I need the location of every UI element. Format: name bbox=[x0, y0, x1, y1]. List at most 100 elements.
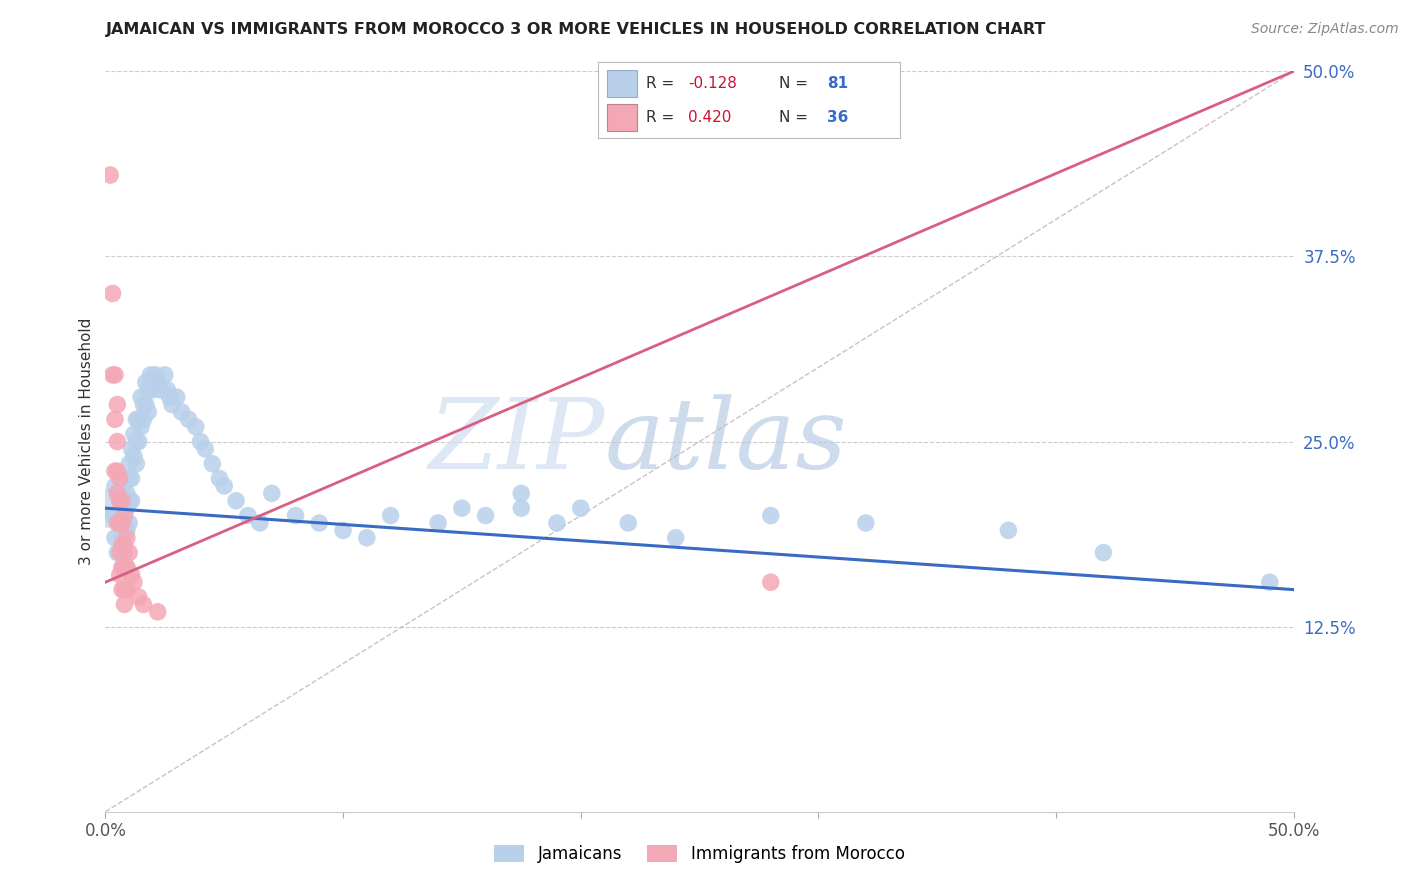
Point bbox=[108, 516, 131, 530]
Point bbox=[142, 383, 165, 397]
Point bbox=[115, 560, 138, 574]
Point bbox=[101, 368, 124, 382]
Point bbox=[115, 560, 138, 574]
Point bbox=[111, 560, 134, 574]
Point bbox=[149, 383, 172, 397]
Point bbox=[665, 531, 688, 545]
Text: JAMAICAN VS IMMIGRANTS FROM MOROCCO 3 OR MORE VEHICLES IN HOUSEHOLD CORRELATION : JAMAICAN VS IMMIGRANTS FROM MOROCCO 3 OR… bbox=[105, 22, 1046, 37]
Bar bbox=[606, 104, 637, 130]
Point bbox=[1092, 546, 1115, 560]
Point bbox=[105, 434, 128, 449]
Point bbox=[105, 397, 128, 411]
Point bbox=[236, 508, 259, 523]
Point bbox=[121, 567, 143, 582]
Point bbox=[617, 516, 640, 530]
Point bbox=[284, 508, 307, 523]
Point bbox=[166, 390, 188, 404]
Point bbox=[104, 368, 127, 382]
Point bbox=[111, 531, 134, 545]
Point bbox=[111, 508, 134, 523]
Point bbox=[855, 516, 877, 530]
Point bbox=[160, 397, 183, 411]
Point bbox=[101, 508, 124, 523]
Point bbox=[170, 405, 193, 419]
Point bbox=[115, 531, 138, 545]
Point bbox=[114, 582, 136, 597]
Point bbox=[128, 590, 150, 604]
Point bbox=[132, 412, 155, 426]
Point bbox=[997, 524, 1019, 538]
Point bbox=[118, 516, 141, 530]
Point bbox=[105, 464, 128, 478]
Point bbox=[108, 493, 131, 508]
Point bbox=[135, 376, 157, 390]
Point bbox=[104, 531, 127, 545]
Legend: Jamaicans, Immigrants from Morocco: Jamaicans, Immigrants from Morocco bbox=[488, 838, 911, 870]
Point bbox=[97, 501, 120, 516]
Point bbox=[194, 442, 217, 456]
Point bbox=[118, 457, 141, 471]
Point bbox=[115, 501, 138, 516]
Point bbox=[105, 516, 128, 530]
Point bbox=[136, 405, 159, 419]
Point bbox=[184, 419, 207, 434]
Point bbox=[115, 524, 138, 538]
Point bbox=[108, 471, 131, 485]
Point bbox=[510, 501, 533, 516]
Point bbox=[122, 427, 145, 442]
Text: 81: 81 bbox=[827, 76, 848, 91]
Text: R =: R = bbox=[645, 111, 679, 125]
Point bbox=[146, 605, 169, 619]
Point bbox=[332, 524, 354, 538]
Point bbox=[108, 516, 131, 530]
Text: -0.128: -0.128 bbox=[689, 76, 737, 91]
Point bbox=[143, 368, 166, 382]
Point bbox=[125, 457, 148, 471]
Y-axis label: 3 or more Vehicles in Household: 3 or more Vehicles in Household bbox=[79, 318, 94, 566]
Point bbox=[128, 412, 150, 426]
Point bbox=[122, 450, 145, 464]
Point bbox=[125, 412, 148, 426]
Text: 36: 36 bbox=[827, 111, 849, 125]
Point bbox=[225, 493, 247, 508]
Point bbox=[104, 479, 127, 493]
Point bbox=[139, 368, 162, 382]
Point bbox=[156, 383, 179, 397]
Point bbox=[159, 390, 181, 404]
Point bbox=[121, 471, 143, 485]
Point bbox=[136, 383, 159, 397]
Point bbox=[146, 376, 169, 390]
Point bbox=[105, 486, 128, 500]
Text: N =: N = bbox=[779, 76, 813, 91]
Point bbox=[111, 493, 134, 508]
Point bbox=[118, 546, 141, 560]
Point bbox=[177, 412, 200, 426]
Point bbox=[129, 390, 152, 404]
Point bbox=[108, 493, 131, 508]
Point bbox=[104, 464, 127, 478]
Point bbox=[115, 486, 138, 500]
Text: ZIP: ZIP bbox=[429, 394, 605, 489]
Point bbox=[128, 434, 150, 449]
Text: N =: N = bbox=[779, 111, 813, 125]
Point bbox=[308, 516, 330, 530]
Point bbox=[101, 286, 124, 301]
Point bbox=[114, 560, 136, 574]
Point bbox=[105, 546, 128, 560]
Point bbox=[427, 516, 450, 530]
Point bbox=[118, 471, 141, 485]
Point bbox=[153, 368, 176, 382]
Point bbox=[214, 479, 236, 493]
Point bbox=[129, 419, 152, 434]
Point bbox=[111, 582, 134, 597]
Point bbox=[111, 516, 134, 530]
Point bbox=[108, 567, 131, 582]
Point bbox=[510, 486, 533, 500]
Text: 0.420: 0.420 bbox=[689, 111, 731, 125]
Point bbox=[108, 546, 131, 560]
Point bbox=[260, 486, 283, 500]
Point bbox=[1258, 575, 1281, 590]
Text: R =: R = bbox=[645, 76, 679, 91]
Point bbox=[356, 531, 378, 545]
Point bbox=[380, 508, 402, 523]
